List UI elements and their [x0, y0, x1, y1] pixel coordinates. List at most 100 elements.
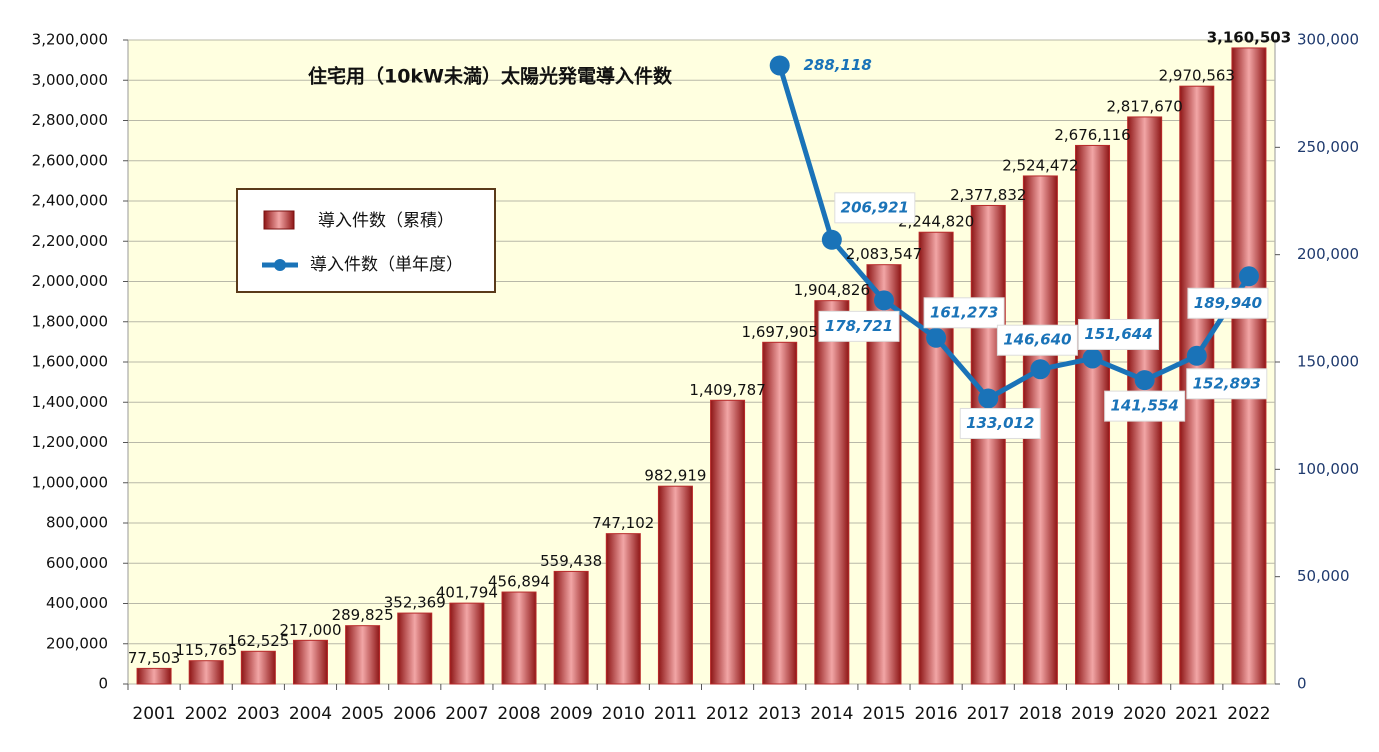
- line-label-box: [923, 297, 1005, 329]
- y-tick-label: 0: [98, 675, 108, 693]
- y2-tick-label: 150,000: [1297, 353, 1359, 371]
- x-tick-label: 2002: [185, 704, 228, 724]
- bar-value-label: 1,904,826: [794, 281, 870, 299]
- bar-value-label: 2,970,563: [1159, 67, 1235, 85]
- bar-value-label: 2,817,670: [1106, 97, 1182, 115]
- legend-dot-swatch: [274, 259, 286, 271]
- y-tick-label: 1,600,000: [32, 353, 108, 371]
- bar: [553, 570, 589, 685]
- line-point: [821, 229, 842, 250]
- bar-value-label: 1,409,787: [689, 381, 765, 399]
- bar-value-label: 456,894: [488, 573, 550, 591]
- legend-box: [236, 188, 496, 293]
- line-value-label: 146,640: [1003, 331, 1071, 349]
- y-tick-label: 2,600,000: [32, 151, 108, 169]
- x-tick-label: 2001: [132, 704, 175, 724]
- x-tick-label: 2010: [602, 704, 645, 724]
- y2-tick-label: 50,000: [1297, 567, 1350, 585]
- line-label-box: [1187, 287, 1269, 319]
- line-label-box: [1104, 390, 1186, 422]
- line-point: [1134, 370, 1155, 391]
- bar-value-label: 115,765: [175, 641, 237, 659]
- x-tick-label: 2018: [1019, 704, 1062, 724]
- bar-value-label: 2,524,472: [1002, 156, 1078, 174]
- line-value-label: 141,554: [1110, 397, 1178, 415]
- y-tick-label: 1,200,000: [32, 433, 108, 451]
- bar: [657, 485, 693, 685]
- bar-value-label: 559,438: [540, 552, 602, 570]
- bar-value-label: 217,000: [279, 621, 341, 639]
- x-tick-label: 2016: [914, 704, 957, 724]
- y-tick-label: 2,200,000: [32, 232, 108, 250]
- bar-value-label: 982,919: [644, 467, 706, 485]
- bar-value-label: 3,160,503: [1207, 28, 1291, 46]
- line-point: [1082, 348, 1103, 369]
- legend: 導入件数（累積） 導入件数（単年度）: [236, 188, 496, 293]
- x-tick-label: 2019: [1071, 704, 1114, 724]
- line-value-label: 133,012: [966, 414, 1034, 432]
- bar-value-label: 162,525: [227, 632, 289, 650]
- bar: [136, 667, 172, 685]
- bar: [501, 591, 537, 685]
- line-point: [873, 290, 894, 311]
- y-tick-label: 600,000: [46, 554, 108, 572]
- x-tick-label: 2017: [967, 704, 1010, 724]
- y-tick-label: 2,000,000: [32, 272, 108, 290]
- bar: [240, 650, 276, 685]
- line-label-box: [834, 192, 916, 224]
- bar: [605, 533, 641, 685]
- x-tick-label: 2004: [289, 704, 332, 724]
- line-point: [978, 388, 999, 409]
- line: [777, 64, 1252, 402]
- bar: [345, 625, 381, 685]
- y-tick-label: 3,000,000: [32, 71, 108, 89]
- bar-value-label: 747,102: [592, 514, 654, 532]
- line-point: [769, 55, 790, 76]
- bar: [710, 399, 746, 685]
- y2-tick-label: 0: [1297, 675, 1307, 693]
- x-tick-label: 2015: [862, 704, 905, 724]
- y-tick-label: 400,000: [46, 594, 108, 612]
- x-tick-label: 2007: [445, 704, 488, 724]
- bar-value-label: 401,794: [436, 584, 498, 602]
- x-tick-label: 2012: [706, 704, 749, 724]
- y2-tick-label: 300,000: [1297, 31, 1359, 49]
- line-label-box: [959, 407, 1041, 439]
- bar: [1075, 144, 1111, 685]
- legend-label: 導入件数（累積）: [318, 211, 454, 231]
- line-value-label: 152,893: [1193, 374, 1261, 392]
- line-label-box: [1078, 318, 1160, 350]
- bar-value-label: 2,244,820: [898, 213, 974, 231]
- bar: [188, 660, 224, 685]
- x-tick-label: 2006: [393, 704, 436, 724]
- bar: [970, 204, 1006, 685]
- line-value-label: 206,921: [841, 198, 909, 216]
- y2-tick-label: 250,000: [1297, 138, 1359, 156]
- x-tick-label: 2008: [497, 704, 540, 724]
- bar: [397, 612, 433, 685]
- line-value-label: 161,273: [930, 303, 998, 321]
- bar-value-label: 1,697,905: [742, 323, 818, 341]
- bar: [762, 341, 798, 685]
- bar-value-label: 77,503: [128, 649, 181, 667]
- y2-tick-label: 100,000: [1297, 460, 1359, 478]
- bar: [292, 639, 328, 685]
- legend-bar-swatch: [263, 210, 295, 230]
- x-tick-label: 2020: [1123, 704, 1166, 724]
- line-label-box: [818, 310, 900, 342]
- x-tick-label: 2021: [1175, 704, 1218, 724]
- x-tick-label: 2011: [654, 704, 697, 724]
- y-tick-label: 200,000: [46, 634, 108, 652]
- y-tick-label: 800,000: [46, 514, 108, 532]
- bar: [814, 300, 850, 685]
- x-tick-label: 2013: [758, 704, 801, 724]
- line-value-label: 178,721: [825, 317, 893, 335]
- y-tick-label: 2,400,000: [32, 192, 108, 210]
- legend-label: 導入件数（単年度）: [310, 255, 463, 275]
- line-point: [1186, 345, 1207, 366]
- line-label-box: [1186, 368, 1268, 400]
- line-value-label: 288,118: [804, 56, 872, 74]
- bar-value-label: 2,377,832: [950, 186, 1026, 204]
- x-tick-label: 2022: [1227, 704, 1270, 724]
- x-tick-label: 2005: [341, 704, 384, 724]
